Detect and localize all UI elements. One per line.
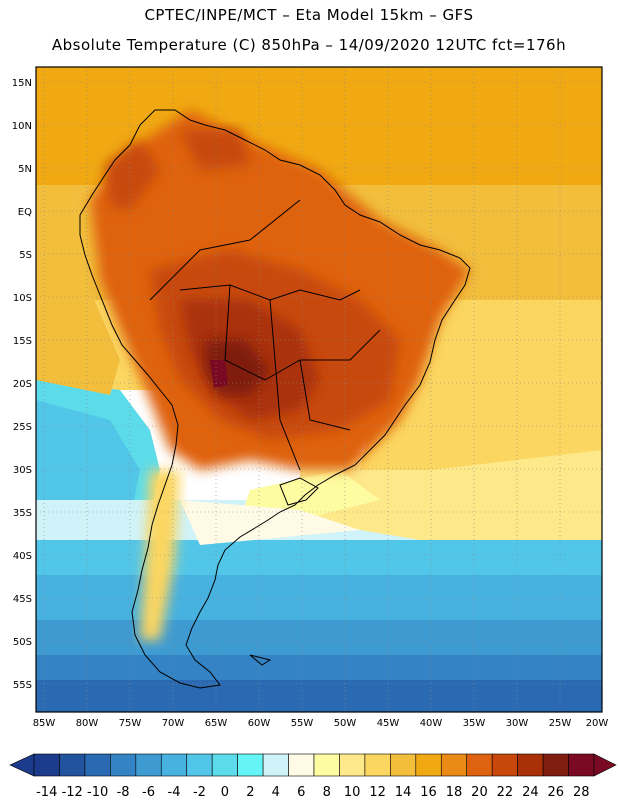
lon-label: 30W — [506, 718, 529, 729]
colorbar-swatch — [568, 753, 595, 777]
colorbar-swatch — [110, 753, 137, 777]
latitude-labels: 15N 10N 5N EQ 5S 10S 15S 20S 25S 30S 35S… — [12, 78, 32, 691]
colorbar-label: 26 — [548, 785, 565, 800]
colorbar-label: 2 — [246, 785, 254, 800]
colorbar-label: -10 — [87, 785, 108, 800]
colorbar-swatch — [339, 753, 366, 777]
colorbar-swatch — [262, 753, 289, 777]
lat-label: 45S — [13, 594, 32, 605]
colorbar-swatch — [160, 753, 188, 777]
colorbar-label: 6 — [297, 785, 305, 800]
colorbar-min-arrow — [9, 753, 35, 777]
colorbar-label: 4 — [272, 785, 280, 800]
lat-label: 40S — [13, 551, 32, 562]
lon-label: 60W — [248, 718, 271, 729]
lat-label: 15S — [13, 336, 32, 347]
colorbar-label: 14 — [395, 785, 412, 800]
lon-label: 75W — [119, 718, 142, 729]
colorbar-label: -8 — [117, 785, 130, 800]
colorbar-label: -14 — [36, 785, 57, 800]
colorbar-swatch — [313, 753, 340, 777]
colorbar-swatch — [517, 753, 544, 777]
lon-label: 25W — [549, 718, 572, 729]
lon-label: 70W — [162, 718, 185, 729]
lat-label: 10N — [12, 121, 32, 132]
lat-label: 5N — [18, 164, 32, 175]
colorbar-swatch — [288, 753, 315, 777]
lon-label: 55W — [291, 718, 314, 729]
longitude-labels: 85W 80W 75W 70W 65W 60W 55W 50W 45W 40W … — [33, 718, 609, 729]
lat-label: 55S — [13, 680, 32, 691]
colorbar-swatch — [59, 753, 86, 777]
lon-label: 80W — [76, 718, 99, 729]
colorbar-swatch — [237, 753, 264, 777]
lat-label: 35S — [13, 508, 32, 519]
colorbar-label: 18 — [446, 785, 463, 800]
colorbar-label: 8 — [323, 785, 331, 800]
lat-label: 30S — [13, 465, 32, 476]
lat-label: 10S — [13, 293, 32, 304]
colorbar: -14 -12 -10 -8 -6 -4 -2 0 2 4 6 8 10 12 14 16 18 20 22 24 26… — [9, 753, 617, 800]
colorbar-label: 16 — [420, 785, 437, 800]
lat-label: 15N — [12, 78, 32, 89]
colorbar-label: 0 — [221, 785, 229, 800]
lat-label: 25S — [13, 422, 32, 433]
colorbar-label: -12 — [62, 785, 83, 800]
lon-label: 45W — [377, 718, 400, 729]
lat-label: 50S — [13, 637, 32, 648]
colorbar-label: 22 — [497, 785, 514, 800]
colorbar-label: 10 — [344, 785, 361, 800]
lon-label: 35W — [463, 718, 486, 729]
map-frame — [35, 66, 603, 713]
colorbar-swatch — [466, 753, 493, 777]
colorbar-swatch — [542, 753, 569, 777]
colorbar-swatch — [186, 753, 213, 777]
lon-label: 50W — [334, 718, 357, 729]
coastlines — [79, 109, 471, 689]
lon-label: 85W — [33, 718, 56, 729]
lon-label: 20W — [586, 718, 609, 729]
lat-label: EQ — [18, 207, 32, 218]
colorbar-label: -2 — [193, 785, 206, 800]
colorbar-label: 12 — [369, 785, 386, 800]
colorbar-swatch — [415, 753, 442, 777]
colorbar-swatch — [390, 753, 417, 777]
colorbar-swatch — [84, 753, 111, 777]
colorbar-max-arrow — [593, 753, 617, 777]
colorbar-swatch — [211, 753, 238, 777]
colorbar-swatch — [491, 753, 518, 777]
colorbar-label: 28 — [573, 785, 590, 800]
lat-label: 20S — [13, 379, 32, 390]
colorbar-label: 24 — [522, 785, 539, 800]
temperature-field — [36, 67, 602, 712]
lon-label: 40W — [420, 718, 443, 729]
colorbar-swatch — [364, 753, 391, 777]
colorbar-label: -4 — [168, 785, 181, 800]
colorbar-swatch — [440, 753, 468, 777]
lon-label: 65W — [205, 718, 228, 729]
colorbar-label: 20 — [471, 785, 488, 800]
map-subtitle: Absolute Temperature (C) 850hPa – 14/09/… — [51, 36, 567, 54]
map-title: CPTEC/INPE/MCT – Eta Model 15km – GFS — [144, 6, 474, 24]
lat-label: 5S — [19, 250, 32, 261]
colorbar-swatch — [135, 753, 162, 777]
colorbar-swatch — [33, 753, 60, 777]
colorbar-label: -6 — [142, 785, 155, 800]
